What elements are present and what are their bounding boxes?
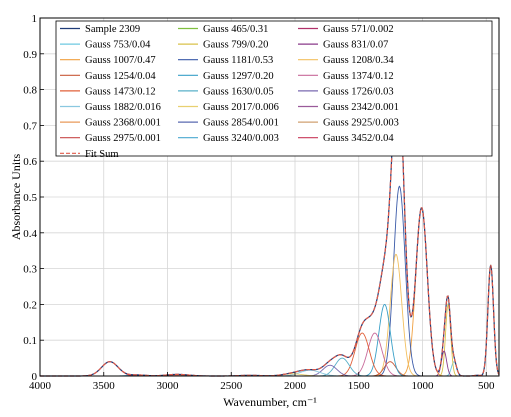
gauss-curve [40,185,499,377]
legend-label: Gauss 831/0.07 [323,40,388,51]
x-tick-label: 3500 [93,380,116,392]
gauss-curve [40,350,499,377]
gauss-curve [40,364,499,377]
gauss-curve [40,361,499,377]
y-tick-label: 0.2 [23,299,37,311]
x-tick-label: 500 [478,380,495,392]
legend-label: Gauss 1208/0.34 [323,55,394,66]
y-tick-label: 0.8 [23,85,37,97]
gauss-curve [40,361,499,377]
fit-sum-curve [40,65,500,377]
x-tick-label: 3000 [157,380,180,392]
y-tick-label: 0.1 [23,335,37,347]
x-tick-label: 1500 [348,380,371,392]
x-axis-ticks: 4000 3500 3000 2500 2000 1500 1000 500 [29,372,495,392]
legend-label: Gauss 1254/0.04 [85,71,156,82]
legend-box [55,20,493,157]
x-tick-label: 1000 [412,380,435,392]
legend-label: Gauss 1181/0.53 [203,55,273,66]
legend-label: Gauss 3452/0.04 [323,133,394,144]
legend-label: Gauss 753/0.04 [85,40,151,51]
legend-label: Gauss 1007/0.47 [85,55,156,66]
legend-label: Gauss 1473/0.12 [85,86,156,97]
legend-label: Gauss 1726/0.03 [323,86,394,97]
legend-label: Gauss 2854/0.001 [203,118,279,129]
y-tick-label: 0.5 [23,192,37,204]
legend-label: Gauss 571/0.002 [323,24,394,35]
legend-label: Gauss 799/0.20 [203,40,268,51]
y-tick-label: 0.6 [23,156,37,168]
x-tick-label: 4000 [29,380,52,392]
legend-label: Gauss 2342/0.001 [323,102,399,113]
y-tick-label: 1 [32,13,38,25]
legend-label: Gauss 465/0.31 [203,24,268,35]
y-axis-ticks: 0 0.1 0.2 0.3 0.4 0.5 0.6 0.7 0.8 0.9 1 [23,13,44,383]
legend-label: Gauss 1374/0.12 [323,71,394,82]
y-tick-label: 0.7 [23,120,37,132]
legend-label: Gauss 2925/0.003 [323,118,399,129]
y-axis-title: Absorbance Units [9,154,23,241]
y-tick-label: 0 [32,371,38,383]
legend-label: Gauss 1882/0.016 [85,102,161,113]
legend-label: Gauss 1630/0.05 [203,86,274,97]
x-tick-label: 2000 [284,380,307,392]
legend-label: Gauss 2975/0.001 [85,133,161,144]
y-tick-label: 0.9 [23,49,37,61]
x-axis-title: Wavenumber, cm⁻¹ [223,395,317,409]
gauss-curve [40,332,499,377]
legend-label: Gauss 2368/0.001 [85,118,161,129]
y-tick-label: 0.4 [23,228,37,240]
x-tick-label: 2500 [220,380,243,392]
legend-label: Fit Sum [85,149,119,160]
legend: Sample 2309 Gauss 465/0.31 Gauss 571/0.002… [55,20,493,160]
legend-label: Sample 2309 [85,24,140,35]
legend-label: Gauss 2017/0.006 [203,102,279,113]
legend-label: Gauss 3240/0.003 [203,133,279,144]
gauss-curve [40,357,499,377]
gauss-curve [40,332,499,377]
legend-label: Gauss 1297/0.20 [203,71,274,82]
gauss-curve [40,361,499,377]
y-tick-label: 0.3 [23,264,37,276]
